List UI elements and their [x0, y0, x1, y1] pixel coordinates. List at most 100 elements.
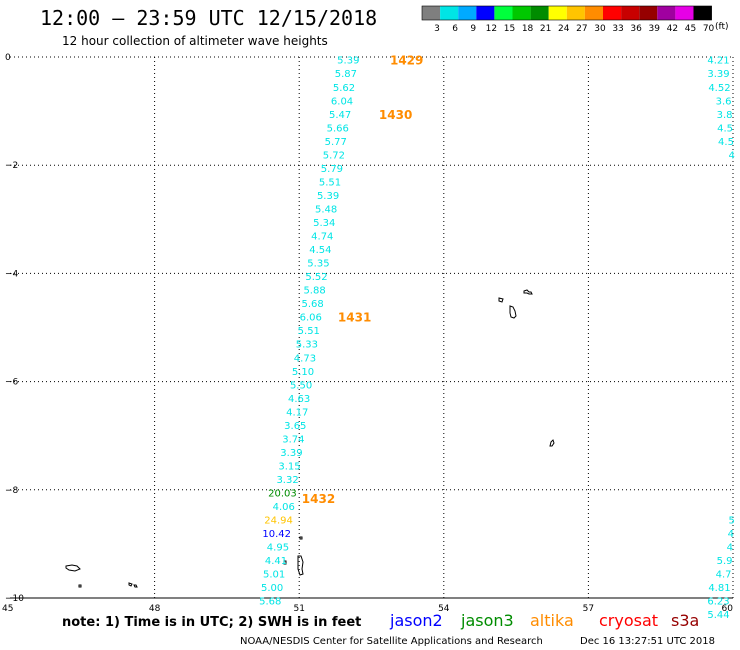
legend-bin-label: 3 [434, 24, 440, 34]
legend-swatch [566, 6, 585, 20]
y-tick-label: 0 [5, 53, 11, 63]
y-tick-label: −10 [5, 594, 24, 604]
east-track-top-wave-height-label: 3.8 [717, 110, 733, 121]
pass-time-label: 1430 [379, 108, 412, 122]
west-track-wave-height-label: 5.50 [290, 380, 312, 391]
map-grid [10, 56, 734, 599]
west-track-wave-height-label: 6.06 [300, 313, 322, 324]
y-tick-label: −2 [5, 161, 18, 171]
y-tick-label: −8 [5, 486, 19, 496]
legend-swatch [494, 6, 513, 20]
legend-swatch [530, 6, 549, 20]
y-tick-label: −4 [5, 269, 19, 279]
pass-time-label: 1431 [338, 311, 371, 325]
x-tick-label: 54 [438, 604, 450, 614]
satellite-s3a-label: s3a [671, 611, 699, 630]
legend-bin-label: 33 [612, 24, 623, 34]
legend-bin-label: 70 [703, 24, 715, 34]
west-track-wave-height-label: 4.54 [309, 245, 331, 256]
west-track-wave-height-label: 4.63 [288, 394, 310, 405]
west-track-wave-height-label: 4.17 [286, 407, 308, 418]
island-outline [283, 560, 287, 565]
east-track-bottom-wave-height-label: 4.7 [716, 570, 732, 581]
satellite-jason3-label: jason3 [460, 611, 514, 630]
west-track-wave-height-label: 24.94 [264, 516, 293, 527]
west-track-wave-height-label: 5.35 [307, 259, 329, 270]
west-track-wave-height-label: 5.68 [302, 299, 324, 310]
legend-swatch [476, 6, 495, 20]
legend-swatch [675, 6, 694, 20]
pass-time-label: 1429 [390, 54, 423, 68]
west-track-wave-height-label: 20.03 [268, 489, 297, 500]
west-track-wave-height-label: 3.39 [280, 448, 302, 459]
legend-swatch [639, 6, 658, 20]
west-track-wave-height-label: 5.68 [259, 597, 281, 608]
west-track-wave-height-label: 4.41 [265, 556, 287, 567]
west-track-wave-height-label: 5.10 [292, 367, 314, 378]
east-track-top-wave-height-label: 4 [729, 150, 735, 161]
legend-unit: (ft) [715, 22, 729, 32]
east-track-top-wave-height-label: 4.5 [717, 123, 733, 134]
x-tick-label: 45 [2, 604, 13, 614]
legend-bin-label: 30 [594, 24, 606, 34]
legend-border [421, 5, 712, 21]
west-track-wave-height-label: 5.66 [327, 123, 349, 134]
east-track-bottom-wave-height-label: 5 [729, 516, 735, 527]
satellite-legend: jason2 jason3 altika cryosat s3a [389, 611, 699, 630]
satellite-jason2-label: jason2 [389, 611, 443, 630]
x-tick-label: 57 [583, 604, 594, 614]
east-track-top-wave-height-label: 3.39 [707, 69, 729, 80]
x-tick-label: 48 [149, 604, 161, 614]
west-track-wave-height-label: 5.47 [329, 110, 351, 121]
footer-note: note: 1) Time is in UTC; 2) SWH is in fe… [62, 615, 361, 630]
satellite-altika-label: altika [530, 611, 574, 630]
east-track-bottom-wave-height-label: 6.23 [707, 597, 729, 608]
east-track-top-wave-height-label: 3.6 [716, 96, 732, 107]
west-track-wave-height-label: 3.32 [276, 475, 298, 486]
legend-bin-label: 21 [540, 24, 551, 34]
west-track-wave-height-label: 5.51 [298, 326, 320, 337]
west-track-wave-height-label: 5.33 [296, 340, 318, 351]
legend-bin-label: 36 [630, 24, 642, 34]
legend-swatch [440, 6, 459, 20]
legend-swatch [548, 6, 567, 20]
credit-text: NOAA/NESDIS Center for Satellite Applica… [240, 636, 543, 647]
west-track-wave-height-label: 4.74 [311, 232, 333, 243]
island-outline [549, 439, 555, 447]
legend-bin-label: 45 [685, 24, 696, 34]
west-track-wave-height-label: 5.34 [313, 218, 335, 229]
west-track-wave-height-label: 5.79 [321, 164, 343, 175]
island-outline [523, 289, 533, 295]
landmasses [65, 289, 555, 588]
east-track-bottom-wave-height-label: 4 [727, 543, 733, 554]
west-track-wave-height-label: 4.06 [273, 502, 295, 513]
island-outline [498, 297, 504, 303]
island-outline [133, 584, 138, 588]
legend-bin-label: 12 [486, 24, 497, 34]
island-outline [299, 536, 303, 540]
legend-swatch [584, 6, 603, 20]
legend-bin-label: 24 [558, 24, 570, 34]
legend-swatch [621, 6, 640, 20]
color-legend: 3 6 9 12 15 18 21 24 27 30 33 36 39 42 45 70 [421, 5, 715, 34]
axis-ticks: 45 48 51 54 57 600−2−4−6−8−10 [2, 53, 733, 614]
west-track-wave-height-label: 5.77 [325, 137, 347, 148]
west-track-wave-height-label: 6.04 [331, 96, 353, 107]
legend-swatch [512, 6, 531, 20]
island-outline [128, 582, 133, 587]
chart-subtitle: 12 hour collection of altimeter wave hei… [62, 34, 328, 48]
west-track-wave-height-label: 4.95 [267, 543, 289, 554]
west-track-wave-height-label: 5.87 [335, 69, 357, 80]
east-track-bottom-wave-height-label: 4 [728, 529, 734, 540]
west-track-wave-height-label: 5.72 [323, 150, 345, 161]
x-tick-label: 51 [293, 604, 304, 614]
satellite-cryosat-label: cryosat [599, 611, 658, 630]
legend-swatch [657, 6, 676, 20]
legend-swatch [458, 6, 477, 20]
east-track-bottom-wave-height-label: 5.9 [717, 556, 733, 567]
west-track-wave-height-label: 5.62 [333, 83, 355, 94]
west-track-wave-height-label: 4.73 [294, 353, 316, 364]
legend-bin-label: 18 [522, 24, 534, 34]
